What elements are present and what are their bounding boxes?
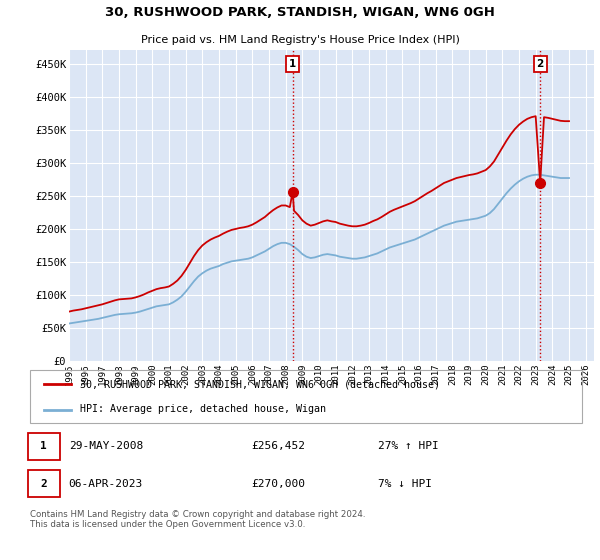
Text: 30, RUSHWOOD PARK, STANDISH, WIGAN, WN6 0GH: 30, RUSHWOOD PARK, STANDISH, WIGAN, WN6 … [105,6,495,19]
Text: 1: 1 [40,441,47,451]
Text: Price paid vs. HM Land Registry's House Price Index (HPI): Price paid vs. HM Land Registry's House … [140,35,460,45]
Text: 27% ↑ HPI: 27% ↑ HPI [378,441,439,451]
Text: 7% ↓ HPI: 7% ↓ HPI [378,479,432,489]
Text: 30, RUSHWOOD PARK, STANDISH, WIGAN, WN6 0GH (detached house): 30, RUSHWOOD PARK, STANDISH, WIGAN, WN6 … [80,380,440,390]
FancyBboxPatch shape [28,470,60,497]
Text: £256,452: £256,452 [251,441,305,451]
Text: 1: 1 [289,59,296,69]
Text: 06-APR-2023: 06-APR-2023 [68,479,143,489]
Text: £270,000: £270,000 [251,479,305,489]
Text: 2: 2 [40,479,47,489]
Text: 2: 2 [536,59,544,69]
Text: Contains HM Land Registry data © Crown copyright and database right 2024.
This d: Contains HM Land Registry data © Crown c… [30,510,365,529]
FancyBboxPatch shape [28,433,60,460]
Text: 29-MAY-2008: 29-MAY-2008 [68,441,143,451]
Text: HPI: Average price, detached house, Wigan: HPI: Average price, detached house, Wiga… [80,404,326,414]
